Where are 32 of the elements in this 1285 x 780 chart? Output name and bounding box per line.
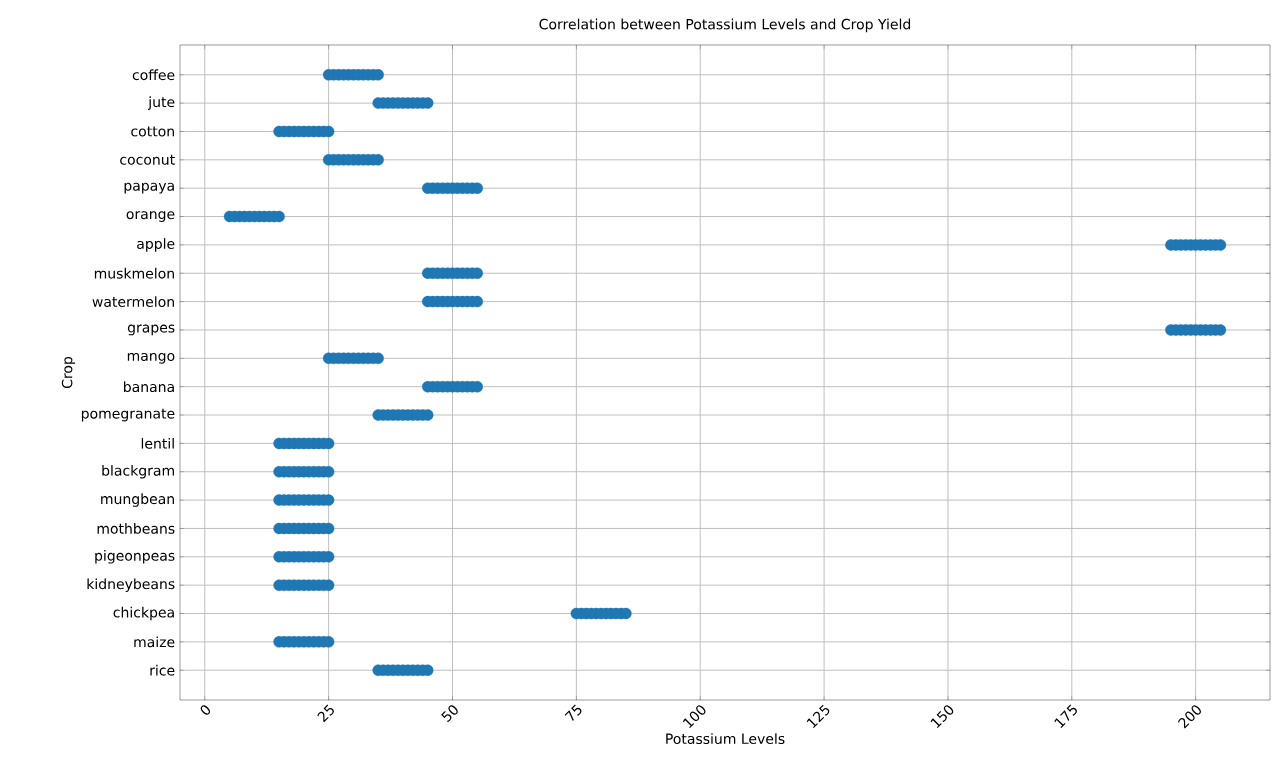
y-tick-label: pigeonpeas [95, 550, 175, 564]
y-tick-label: muskmelon [94, 267, 174, 279]
x-tick-label: 75 [564, 704, 582, 722]
y-tick-label: orange [126, 211, 175, 222]
y-tick-label: cotton [131, 126, 174, 137]
y-tick-label: mothbeans [97, 523, 175, 534]
x-tick-label: 0 [200, 705, 211, 715]
y-tick-label: chickpea [113, 606, 174, 621]
x-tick-label: 50 [441, 705, 458, 723]
x-tick-label: 25 [317, 704, 334, 723]
y-tick-label: grapes [127, 324, 175, 336]
y-tick-label: coconut [120, 154, 175, 165]
y-tick-label: rice [150, 664, 175, 676]
y-tick-label: blackgram [102, 464, 174, 479]
y-tick-label: maize [134, 636, 175, 648]
x-tick-label: 100 [682, 705, 706, 729]
y-tick-label: apple [137, 238, 175, 252]
y-tick-label: kidneybeans [87, 578, 175, 592]
y-tick-label: jute [148, 96, 175, 110]
y-tick-label: watermelon [92, 296, 174, 308]
y-tick-label: coffee [132, 69, 175, 81]
y-axis-title: Crop [61, 356, 76, 389]
y-tick-label: lentil [141, 437, 174, 449]
x-tick-label: 150 [930, 705, 954, 729]
x-tick-label: 125 [806, 704, 830, 729]
x-axis-title: Potassium Levels [666, 733, 785, 745]
chart-title: Correlation between Potassium Levels and Crop Yield [539, 18, 911, 33]
y-tick-label: pomegranate [81, 408, 175, 422]
y-tick-label: mungbean [101, 493, 174, 507]
y-tick-label: papaya [124, 182, 174, 194]
y-tick-label: mango [127, 352, 175, 364]
y-tick-label: banana [124, 381, 174, 393]
